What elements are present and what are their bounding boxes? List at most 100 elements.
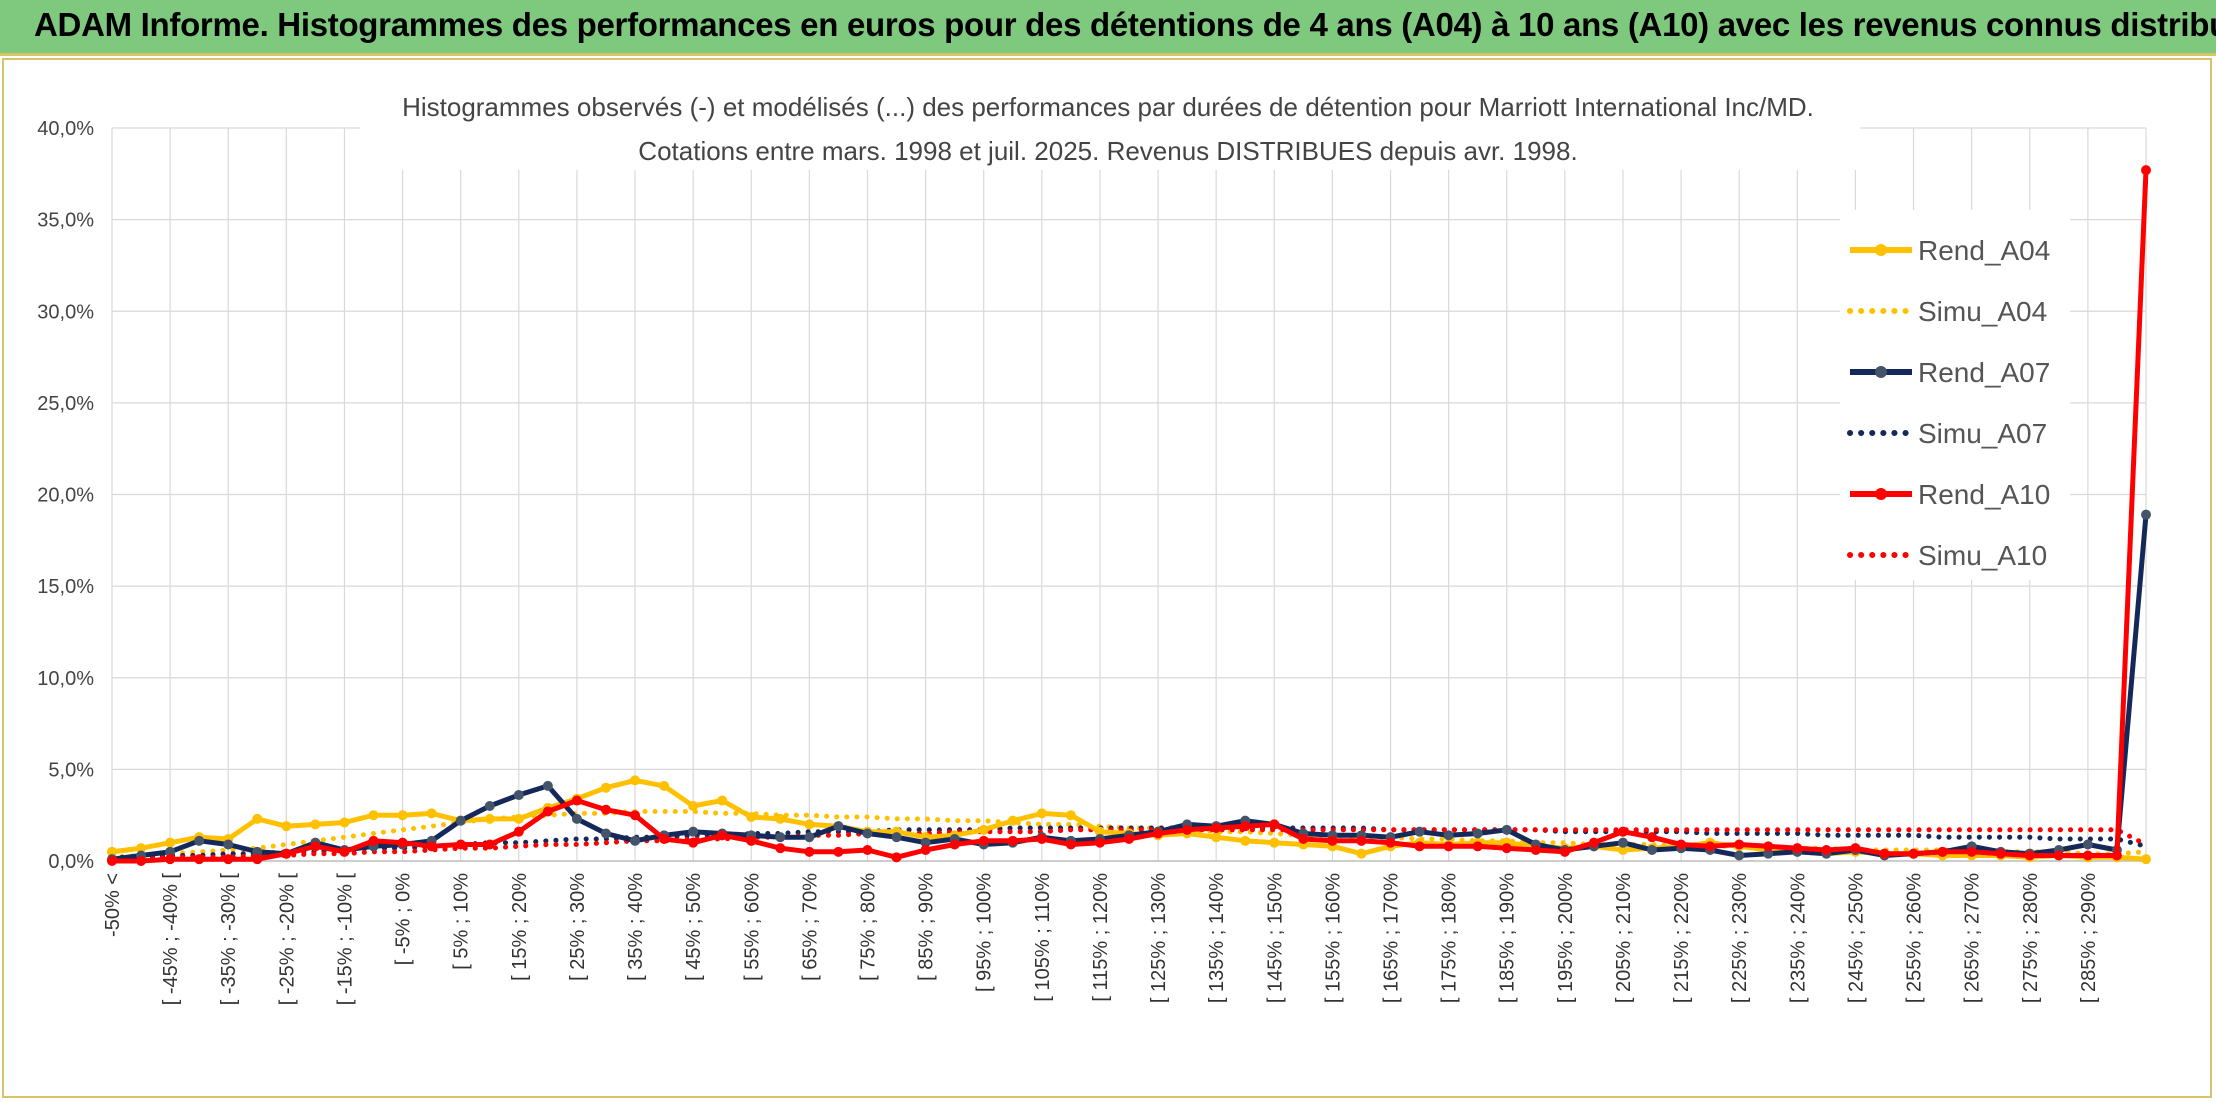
- legend-marker: [1875, 366, 1887, 378]
- data-point: [1414, 826, 1425, 837]
- data-point: [600, 782, 611, 793]
- legend-item: Rend_A10: [1850, 479, 2050, 510]
- data-point: [1094, 826, 1105, 837]
- report-banner: ADAM Informe. Histogrammes des performan…: [0, 0, 2216, 56]
- legend-item: Simu_A10: [1847, 540, 2047, 571]
- x-tick-label: [ 135% ; 140%: [1206, 873, 1228, 1003]
- data-point: [1036, 834, 1047, 845]
- data-point: [1065, 839, 1076, 850]
- data-point: [1676, 839, 1687, 850]
- x-tick-label: [ -45% ; -40% [: [160, 873, 182, 1006]
- data-point: [804, 832, 815, 843]
- data-point: [1908, 848, 1919, 859]
- data-point: [368, 810, 379, 821]
- data-point: [1036, 808, 1047, 819]
- data-point: [1472, 841, 1483, 852]
- data-point: [339, 846, 350, 857]
- series-layer: [107, 165, 2151, 866]
- data-point: [1472, 828, 1483, 839]
- data-point: [1763, 841, 1774, 852]
- chart-titles: Histogrammes observés (-) et modélisés (…: [360, 86, 1860, 170]
- x-axis-ticks: -50% < [ -45% ; -40% [[ -35% ; -30% [[ -2…: [102, 873, 2100, 1006]
- data-point: [833, 821, 844, 832]
- data-point: [1559, 846, 1570, 857]
- data-point: [804, 819, 815, 830]
- data-point: [1501, 824, 1512, 835]
- data-point: [1647, 845, 1658, 856]
- legend-label: Simu_A07: [1918, 418, 2047, 449]
- x-tick-label: [ 155% ; 160%: [1322, 873, 1344, 1003]
- data-point: [920, 845, 931, 856]
- data-point: [1705, 841, 1716, 852]
- x-tick-label: [ 25% ; 30%: [567, 873, 589, 981]
- report-title: ADAM Informe. Histogrammes des performan…: [34, 6, 2216, 43]
- legend-label: Rend_A04: [1918, 235, 2050, 266]
- data-point: [891, 852, 902, 863]
- x-tick-label: [ -25% ; -20% [: [276, 873, 298, 1006]
- data-point: [252, 813, 263, 824]
- data-point: [630, 810, 641, 821]
- data-point: [223, 854, 234, 865]
- data-point: [1065, 810, 1076, 821]
- legend-item: Rend_A07: [1850, 357, 2050, 388]
- data-point: [455, 815, 466, 826]
- y-tick-label: 20,0%: [37, 485, 94, 507]
- x-tick-label: [ 35% ; 40%: [625, 873, 647, 981]
- data-point: [978, 835, 989, 846]
- data-point: [1269, 837, 1280, 848]
- data-point: [1094, 837, 1105, 848]
- chart-frame: [2, 58, 2212, 1098]
- chart-title: Histogrammes observés (-) et modélisés (…: [402, 92, 1814, 122]
- x-tick-label: [ 205% ; 210%: [1613, 873, 1635, 1003]
- data-point: [1647, 832, 1658, 843]
- data-point: [804, 846, 815, 857]
- data-point: [1792, 843, 1803, 854]
- x-tick-label: [ 215% ; 220%: [1671, 873, 1693, 1003]
- data-point: [2053, 850, 2064, 861]
- data-point: [2082, 839, 2093, 850]
- data-point: [513, 826, 524, 837]
- data-point: [659, 834, 670, 845]
- data-point: [949, 839, 960, 850]
- x-tick-label: [ 185% ; 190%: [1497, 873, 1519, 1003]
- data-point: [1530, 845, 1541, 856]
- y-tick-label: 15,0%: [37, 576, 94, 598]
- data-point: [688, 837, 699, 848]
- legend-item: Rend_A04: [1850, 235, 2050, 266]
- data-point: [775, 832, 786, 843]
- data-point: [688, 801, 699, 812]
- data-point: [513, 813, 524, 824]
- data-point: [1443, 841, 1454, 852]
- y-tick-label: 35,0%: [37, 210, 94, 232]
- data-point: [397, 810, 408, 821]
- x-tick-label: [ 285% ; 290%: [2078, 873, 2100, 1003]
- data-point: [484, 801, 495, 812]
- data-point: [165, 837, 176, 848]
- x-tick-label: [ 255% ; 260%: [1904, 873, 1926, 1003]
- data-point: [833, 846, 844, 857]
- x-tick-label: [ 235% ; 240%: [1787, 873, 1809, 1003]
- x-tick-label: [ 15% ; 20%: [509, 873, 531, 981]
- data-point: [1211, 832, 1222, 843]
- y-tick-label: 10,0%: [37, 668, 94, 690]
- data-point: [600, 828, 611, 839]
- data-point: [484, 813, 495, 824]
- legend-label: Rend_A10: [1918, 479, 2050, 510]
- data-point: [571, 813, 582, 824]
- data-point: [775, 843, 786, 854]
- data-point: [1879, 848, 1890, 859]
- data-point: [1617, 845, 1628, 856]
- chart-subtitle: Cotations entre mars. 1998 et juil. 2025…: [638, 136, 1577, 166]
- data-point: [1734, 839, 1745, 850]
- y-tick-label: 0,0%: [48, 851, 94, 873]
- data-point: [1124, 834, 1134, 845]
- x-tick-label: [ 145% ; 150%: [1264, 873, 1286, 1003]
- data-point: [2141, 165, 2151, 176]
- data-point: [630, 835, 641, 846]
- data-point: [165, 854, 176, 865]
- data-point: [717, 795, 728, 806]
- data-point: [397, 837, 408, 848]
- x-tick-label: [ 95% ; 100%: [974, 873, 996, 992]
